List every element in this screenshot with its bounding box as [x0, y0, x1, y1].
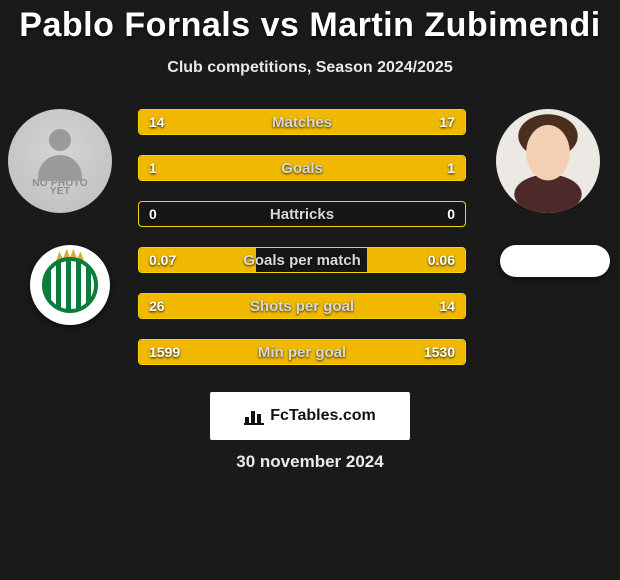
- no-photo-placeholder: NO PHOTO YET: [8, 109, 112, 213]
- stat-bar-left: [139, 340, 305, 364]
- stat-row: Goals per match0.070.06: [138, 247, 466, 273]
- stat-row: Goals11: [138, 155, 466, 181]
- stat-bar-left: [139, 248, 256, 272]
- no-photo-text-bottom: YET: [50, 187, 70, 197]
- stat-bar-right: [367, 248, 465, 272]
- page-title: Pablo Fornals vs Martin Zubimendi: [0, 0, 620, 45]
- date-text: 30 november 2024: [0, 452, 620, 472]
- stat-bar-left: [139, 156, 302, 180]
- player2-club-badge: [500, 245, 610, 277]
- stat-row: Matches1417: [138, 109, 466, 135]
- stat-bar-right: [302, 156, 465, 180]
- subtitle: Club competitions, Season 2024/2025: [0, 59, 620, 77]
- player2-name: Martin Zubimendi: [309, 6, 600, 44]
- player1-name: Pablo Fornals: [19, 6, 250, 44]
- stat-row: Shots per goal2614: [138, 293, 466, 319]
- stat-bars: Matches1417 Goals11 Hattricks0 0 Goals per m…: [138, 109, 466, 385]
- stat-bar-right: [286, 110, 465, 134]
- bar-chart-icon: [244, 407, 264, 425]
- footer-brand-box: FcTables.com: [210, 392, 410, 440]
- vs-label: vs: [261, 6, 300, 44]
- footer-brand-text: FcTables.com: [270, 407, 376, 425]
- stat-row: Min per goal15991530: [138, 339, 466, 365]
- stat-bar-left: [139, 110, 286, 134]
- player1-club-badge: [30, 245, 110, 325]
- stat-label: Hattricks: [139, 202, 465, 226]
- stat-value-right: 0: [447, 202, 455, 226]
- player1-photo: NO PHOTO YET: [8, 109, 112, 213]
- player2-face: [496, 109, 600, 213]
- stat-row: Hattricks0 0: [138, 201, 466, 227]
- player2-photo: [496, 109, 600, 213]
- stat-bar-right: [305, 340, 465, 364]
- silhouette-icon: [32, 125, 88, 181]
- stat-bar-right: [351, 294, 465, 318]
- stat-bar-left: [139, 294, 351, 318]
- stat-value-left: 0: [149, 202, 157, 226]
- real-betis-crest-icon: [42, 257, 98, 313]
